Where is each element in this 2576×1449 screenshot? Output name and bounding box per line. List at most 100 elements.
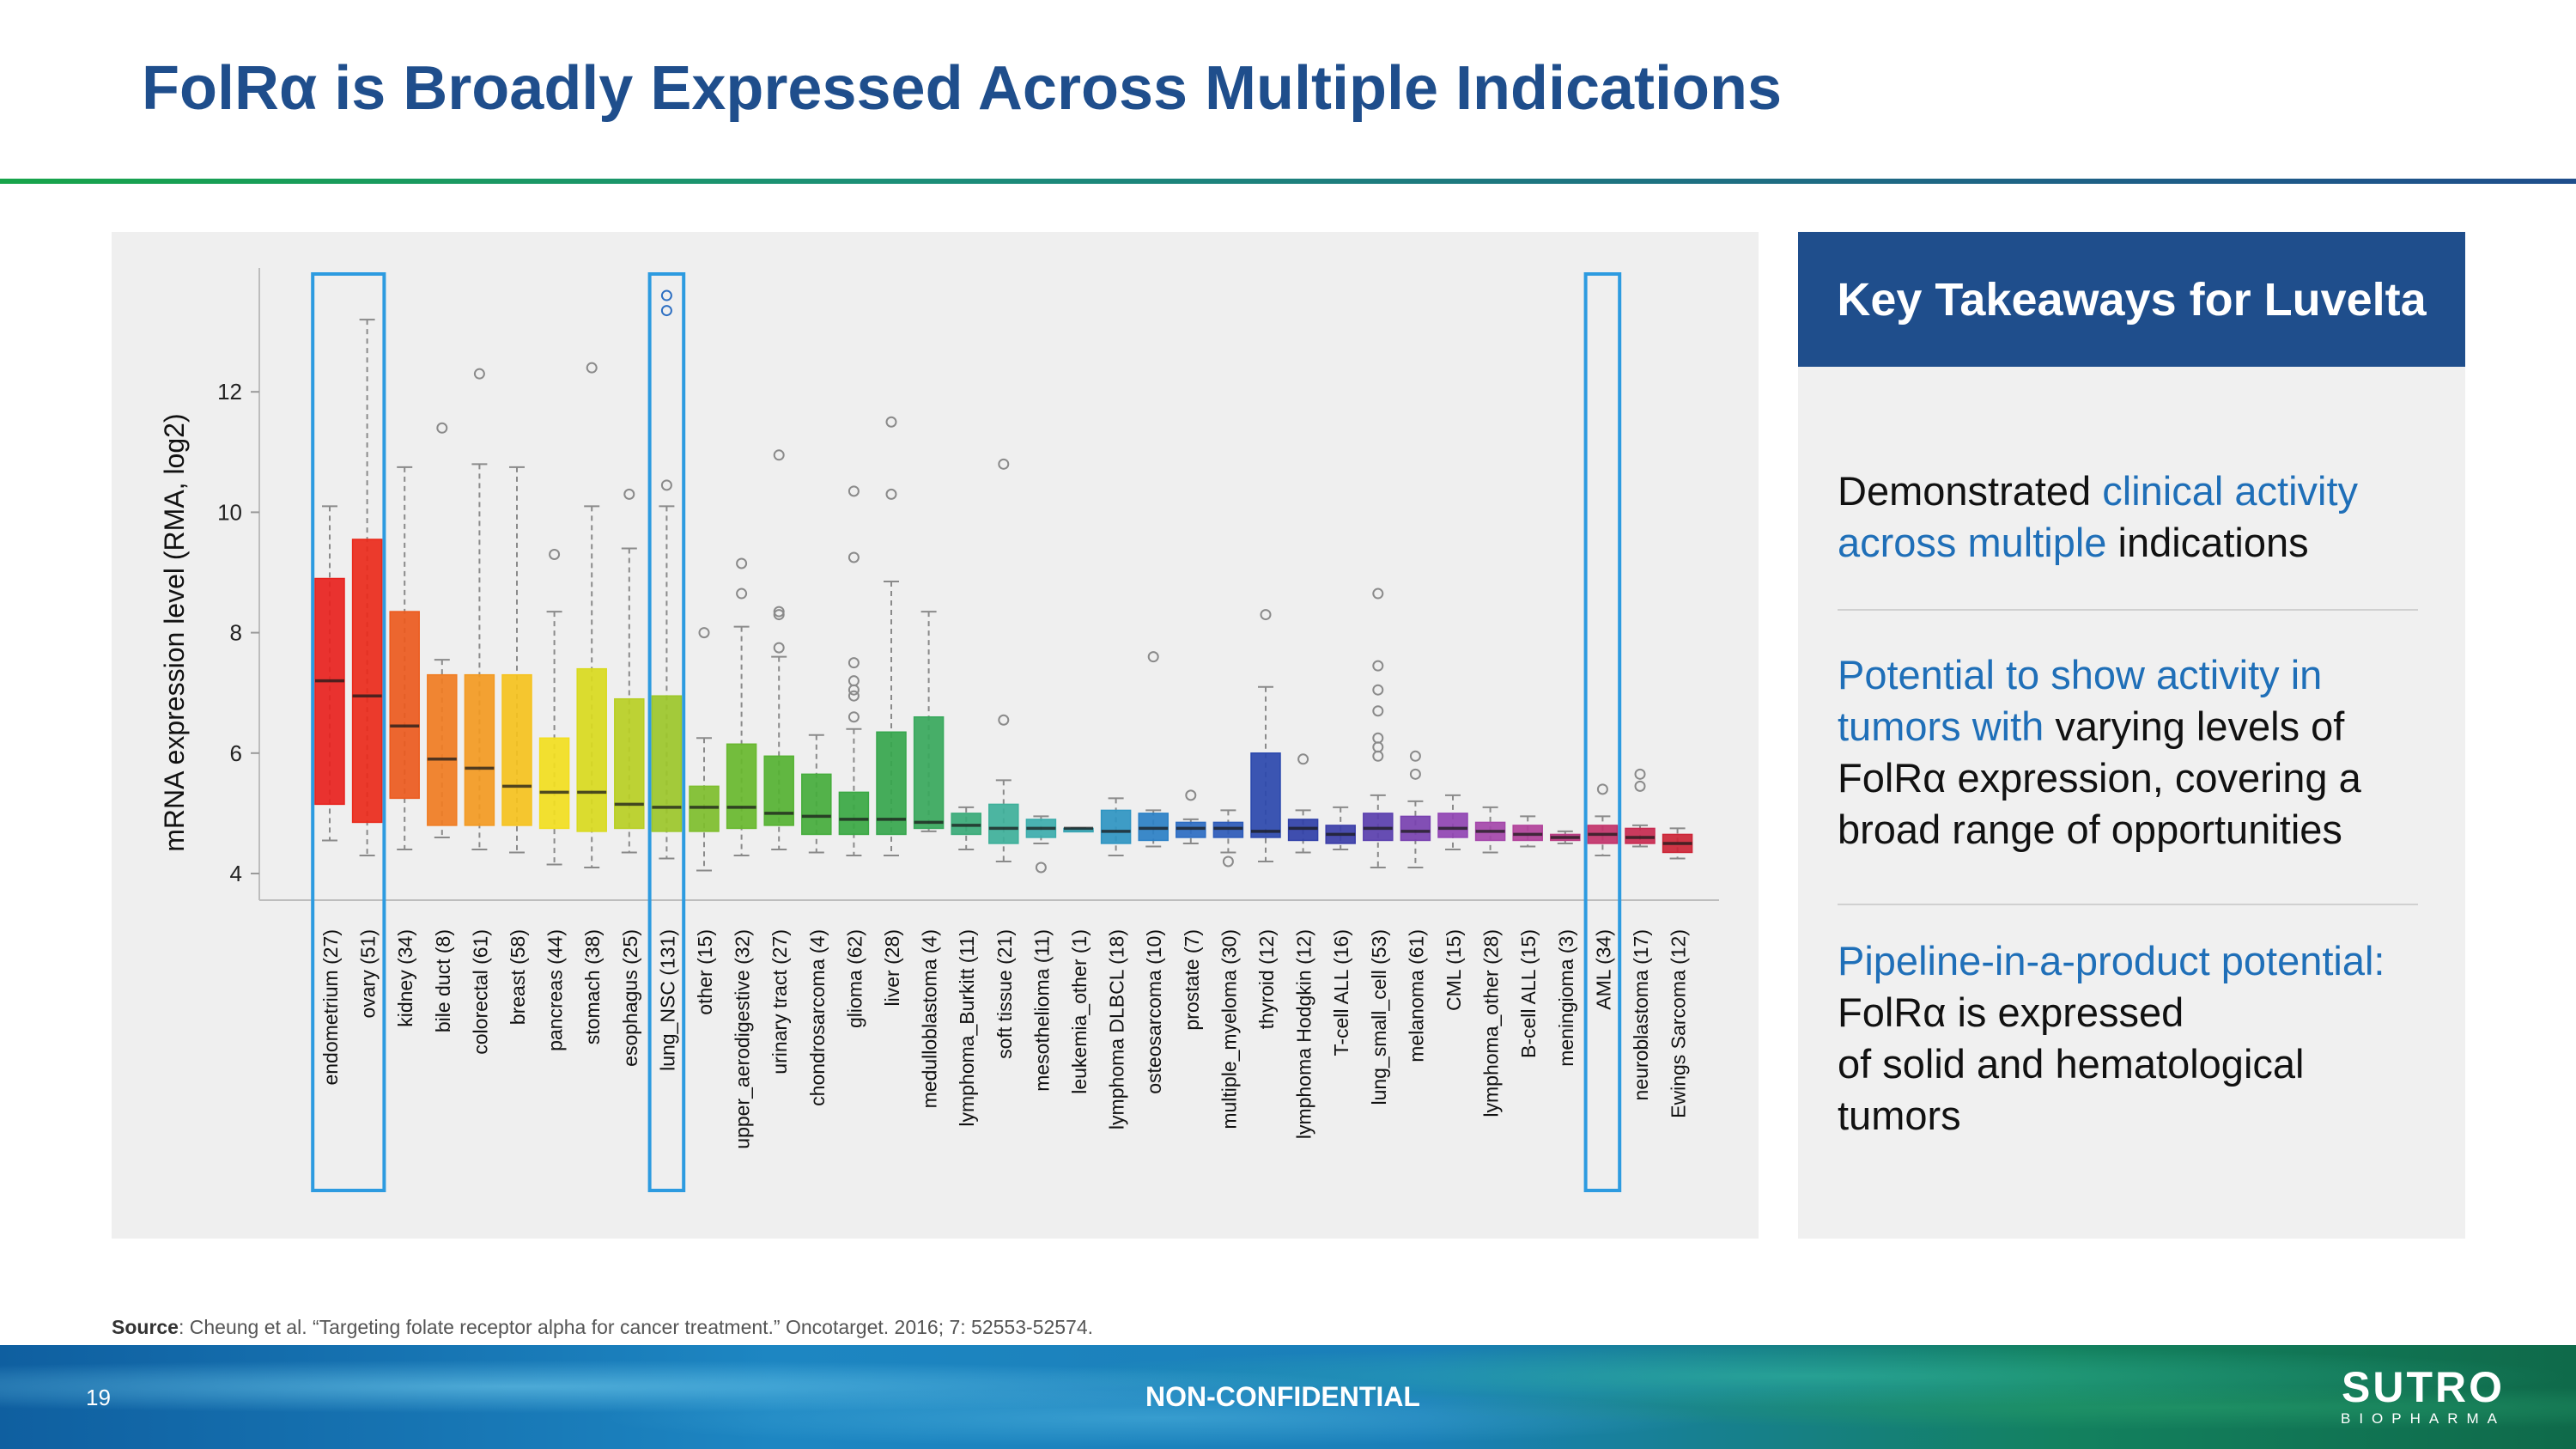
takeaway3-line2: of solid and hematological tumors [1838,1041,2305,1138]
category-label: Ewings Sarcoma (12) [1668,929,1690,1118]
outlier-point [885,488,897,500]
outlier-point [549,548,561,560]
category-label: endometrium (27) [319,929,342,1086]
category-label: lymphoma DLBCL (18) [1106,929,1128,1129]
box-7: pancreas (44) [538,548,570,1051]
outlier-point [586,362,598,374]
page-number: 19 [86,1385,111,1410]
outlier-point [848,551,860,563]
outlier-point [1222,855,1234,868]
box-iqr [1512,825,1543,842]
highlight-box [311,272,386,1192]
box-iqr [1250,752,1281,838]
outlier-point [1035,861,1047,874]
highlight-box [647,272,686,1192]
box-15: glioma (62) [838,485,870,1028]
box-iqr [951,813,981,836]
outlier-point [773,609,785,621]
box-iqr [1138,813,1169,842]
sutro-logo: SUTRO BIOPHARMA [2320,1363,2526,1427]
category-label: chondrosarcoma (4) [806,929,829,1106]
box-28: T-cell ALL (16) [1325,806,1356,1056]
box-14: chondrosarcoma (4) [801,734,832,1106]
takeaway1-highlight: clinical activity across multiple [1838,468,2359,565]
category-label: thyroid (12) [1255,929,1278,1029]
box-17: medulloblastoma (4) [913,611,945,1108]
box-22: lymphoma DLBCL (18) [1100,797,1132,1129]
category-label: meningioma (3) [1555,929,1577,1067]
outlier-point [1372,750,1384,762]
y-tick-label: 6 [230,740,242,766]
category-label: neuroblastoma (17) [1630,929,1652,1100]
takeaway2-text: varying levels of FolRα expression, cove… [1838,703,2361,852]
category-label: lymphoma_other (28) [1480,929,1503,1117]
box-iqr [1100,809,1132,844]
box-iqr [1176,821,1206,838]
category-label: osteosarcoma (10) [1143,929,1165,1094]
boxplot-chart: 4 6 8 10 12 mRNA expression level (RMA, log2)… [159,268,1719,1192]
outlier-point [773,449,785,461]
source-citation: Source: Cheung et al. “Targeting folate … [112,1316,1093,1339]
box-21: leukemia_other (1) [1063,826,1094,1094]
y-tick-label: 12 [217,379,242,405]
outlier-point [1185,789,1197,801]
box-2: ovary (51) [351,319,383,1019]
outlier-point [998,714,1010,726]
box-35: AML (34) [1587,783,1619,1010]
box-iqr [1625,827,1656,844]
box-24: prostate (7) [1176,789,1206,1031]
takeaway-pipeline: Pipeline-in-a-product potential: FolRα i… [1838,935,2439,1142]
chart-panel: 4 6 8 10 12 mRNA expression level (RMA, log2)… [112,232,1759,1239]
category-label: breast (58) [507,929,529,1025]
category-label: AML (34) [1592,929,1614,1010]
box-3: kidney (34) [389,466,420,1027]
outlier-point [848,684,860,696]
outlier-point [1372,741,1384,753]
outlier-point [848,657,860,669]
category-label: upper_aerodigestive (32) [732,929,754,1149]
category-label: pancreas (44) [544,929,567,1051]
logo-wordmark: SUTRO [2342,1363,2505,1411]
box-iqr [838,791,870,836]
box-iqr [876,731,907,836]
category-label: bile duct (8) [432,929,454,1032]
box-10: lung_NSC (131) [651,289,683,1071]
category-label: B-cell ALL (15) [1517,929,1540,1058]
category-label: lung_NSC (131) [656,929,678,1071]
box-8: stomach (38) [576,362,607,1044]
takeaway-clinical-activity: Demonstrated clinical activity across mu… [1838,466,2439,569]
y-axis-label: mRNA expression level (RMA, log2) [159,413,190,851]
box-25: multiple_myeloma (30) [1212,809,1244,1129]
box-19: soft tissue (21) [988,458,1019,1059]
box-18: lymphoma_Burkitt (11) [951,806,981,1127]
outlier-point [1596,783,1608,795]
box-iqr [1212,821,1244,838]
box-29: lung_small_cell (53) [1363,588,1394,1105]
takeaway-divider [1838,609,2418,611]
outlier-point [773,606,785,618]
box-1: endometrium (27) [314,505,345,1086]
box-iqr [427,673,458,826]
y-tick-label: 10 [217,499,242,525]
box-33: B-cell ALL (15) [1512,815,1543,1058]
box-23: osteosarcoma (10) [1138,651,1169,1094]
outlier-point [1260,609,1272,621]
outlier-point [1409,768,1421,780]
box-iqr [614,697,645,830]
box-11: other (15) [689,627,720,1015]
box-iqr [689,785,720,832]
highlight-box [1583,272,1622,1192]
category-label: urinary tract (27) [769,929,791,1075]
outlier-point [848,711,860,723]
slide-title: FolRα is Broadly Expressed Across Multip… [142,54,1783,123]
box-4: bile duct (8) [427,422,458,1032]
footer-band [0,1345,2576,1449]
logo-subtitle: BIOPHARMA [2340,1410,2506,1427]
box-iqr [651,695,683,832]
source-label: Source [112,1316,179,1338]
category-label: liver (28) [881,929,903,1006]
category-label: mesothelioma (11) [1030,929,1053,1092]
category-label: lung_small_cell (53) [1368,929,1390,1105]
outlier-point [698,627,710,639]
outlier-point [998,458,1010,470]
